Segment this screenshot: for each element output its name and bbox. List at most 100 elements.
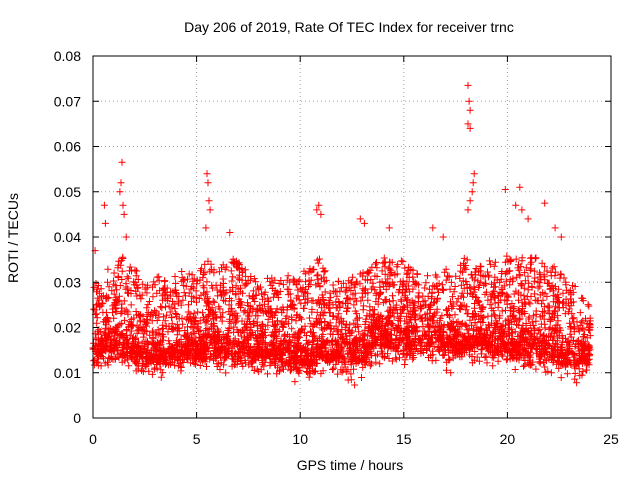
data-point bbox=[300, 292, 307, 300]
data-point bbox=[148, 309, 156, 316]
data-point bbox=[106, 345, 114, 353]
data-point bbox=[168, 351, 176, 359]
data-point bbox=[210, 320, 218, 328]
data-point bbox=[463, 281, 471, 288]
data-point bbox=[143, 289, 151, 297]
data-point bbox=[233, 264, 241, 272]
data-point bbox=[347, 376, 355, 384]
data-point bbox=[335, 310, 343, 318]
data-point bbox=[585, 302, 593, 310]
data-point bbox=[104, 358, 111, 366]
data-point bbox=[169, 350, 176, 357]
data-point bbox=[306, 314, 313, 322]
data-point bbox=[386, 258, 394, 266]
data-point bbox=[569, 315, 576, 323]
data-point bbox=[150, 278, 158, 286]
data-point bbox=[155, 347, 163, 354]
data-point bbox=[294, 344, 302, 352]
data-point bbox=[464, 81, 472, 89]
data-point bbox=[562, 295, 570, 303]
data-point bbox=[220, 361, 228, 369]
data-point bbox=[573, 318, 581, 326]
data-point bbox=[249, 287, 257, 295]
data-point bbox=[143, 304, 151, 312]
data-point bbox=[359, 272, 367, 280]
data-point bbox=[388, 336, 396, 344]
data-point bbox=[249, 304, 257, 312]
data-point bbox=[228, 307, 236, 315]
data-point bbox=[344, 366, 352, 374]
data-point bbox=[174, 299, 182, 307]
data-point bbox=[272, 321, 280, 329]
data-point bbox=[134, 276, 142, 283]
data-point bbox=[470, 170, 478, 178]
data-point bbox=[251, 298, 259, 305]
data-point bbox=[451, 335, 459, 343]
data-point bbox=[165, 345, 173, 353]
data-point bbox=[482, 352, 490, 360]
data-point bbox=[322, 276, 330, 284]
data-point bbox=[498, 288, 506, 296]
data-point bbox=[493, 276, 501, 284]
data-point bbox=[422, 279, 430, 287]
data-point bbox=[285, 285, 293, 293]
data-point bbox=[312, 281, 320, 289]
data-point bbox=[240, 340, 248, 348]
data-point bbox=[104, 294, 112, 301]
data-point bbox=[480, 330, 488, 338]
data-point bbox=[463, 256, 471, 264]
data-point bbox=[202, 224, 210, 232]
data-point bbox=[258, 321, 266, 329]
data-point bbox=[206, 267, 214, 275]
data-point bbox=[523, 293, 531, 301]
data-point bbox=[160, 346, 168, 354]
data-point bbox=[241, 307, 249, 315]
data-point bbox=[136, 291, 144, 299]
data-point bbox=[375, 295, 382, 303]
data-point bbox=[188, 340, 196, 348]
data-point bbox=[469, 179, 477, 187]
data-point bbox=[541, 263, 549, 271]
data-point bbox=[121, 357, 129, 365]
data-point bbox=[211, 353, 219, 361]
data-point bbox=[309, 333, 316, 341]
y-tick-label: 0.02 bbox=[54, 320, 81, 336]
data-point bbox=[172, 289, 180, 296]
data-point bbox=[215, 331, 223, 339]
data-point bbox=[367, 328, 375, 336]
data-point bbox=[146, 298, 153, 305]
data-point bbox=[293, 365, 301, 373]
data-point bbox=[354, 323, 362, 331]
data-point bbox=[385, 312, 393, 320]
data-point bbox=[157, 303, 165, 311]
data-point bbox=[401, 361, 409, 368]
data-point bbox=[478, 305, 486, 313]
data-point bbox=[528, 282, 536, 290]
data-point bbox=[483, 288, 490, 296]
data-point bbox=[254, 341, 262, 349]
data-point bbox=[117, 179, 125, 187]
data-point bbox=[279, 281, 287, 289]
data-point bbox=[287, 347, 295, 355]
data-point bbox=[449, 318, 457, 325]
data-point bbox=[417, 305, 425, 313]
data-point bbox=[320, 268, 328, 276]
data-point bbox=[561, 310, 569, 318]
data-point bbox=[390, 306, 398, 314]
data-point bbox=[203, 354, 211, 362]
data-point bbox=[443, 366, 450, 374]
data-point bbox=[221, 265, 229, 273]
data-point bbox=[449, 300, 457, 308]
data-point bbox=[352, 316, 360, 324]
data-point bbox=[401, 264, 409, 272]
data-point bbox=[432, 356, 440, 364]
data-point bbox=[563, 370, 571, 378]
data-point bbox=[451, 326, 459, 334]
data-point bbox=[373, 273, 381, 280]
chart-title: Day 206 of 2019, Rate Of TEC Index for r… bbox=[184, 19, 514, 35]
data-point bbox=[93, 319, 101, 327]
data-point bbox=[161, 317, 169, 325]
data-point bbox=[350, 283, 358, 291]
data-point bbox=[199, 282, 207, 290]
data-point bbox=[269, 313, 276, 321]
